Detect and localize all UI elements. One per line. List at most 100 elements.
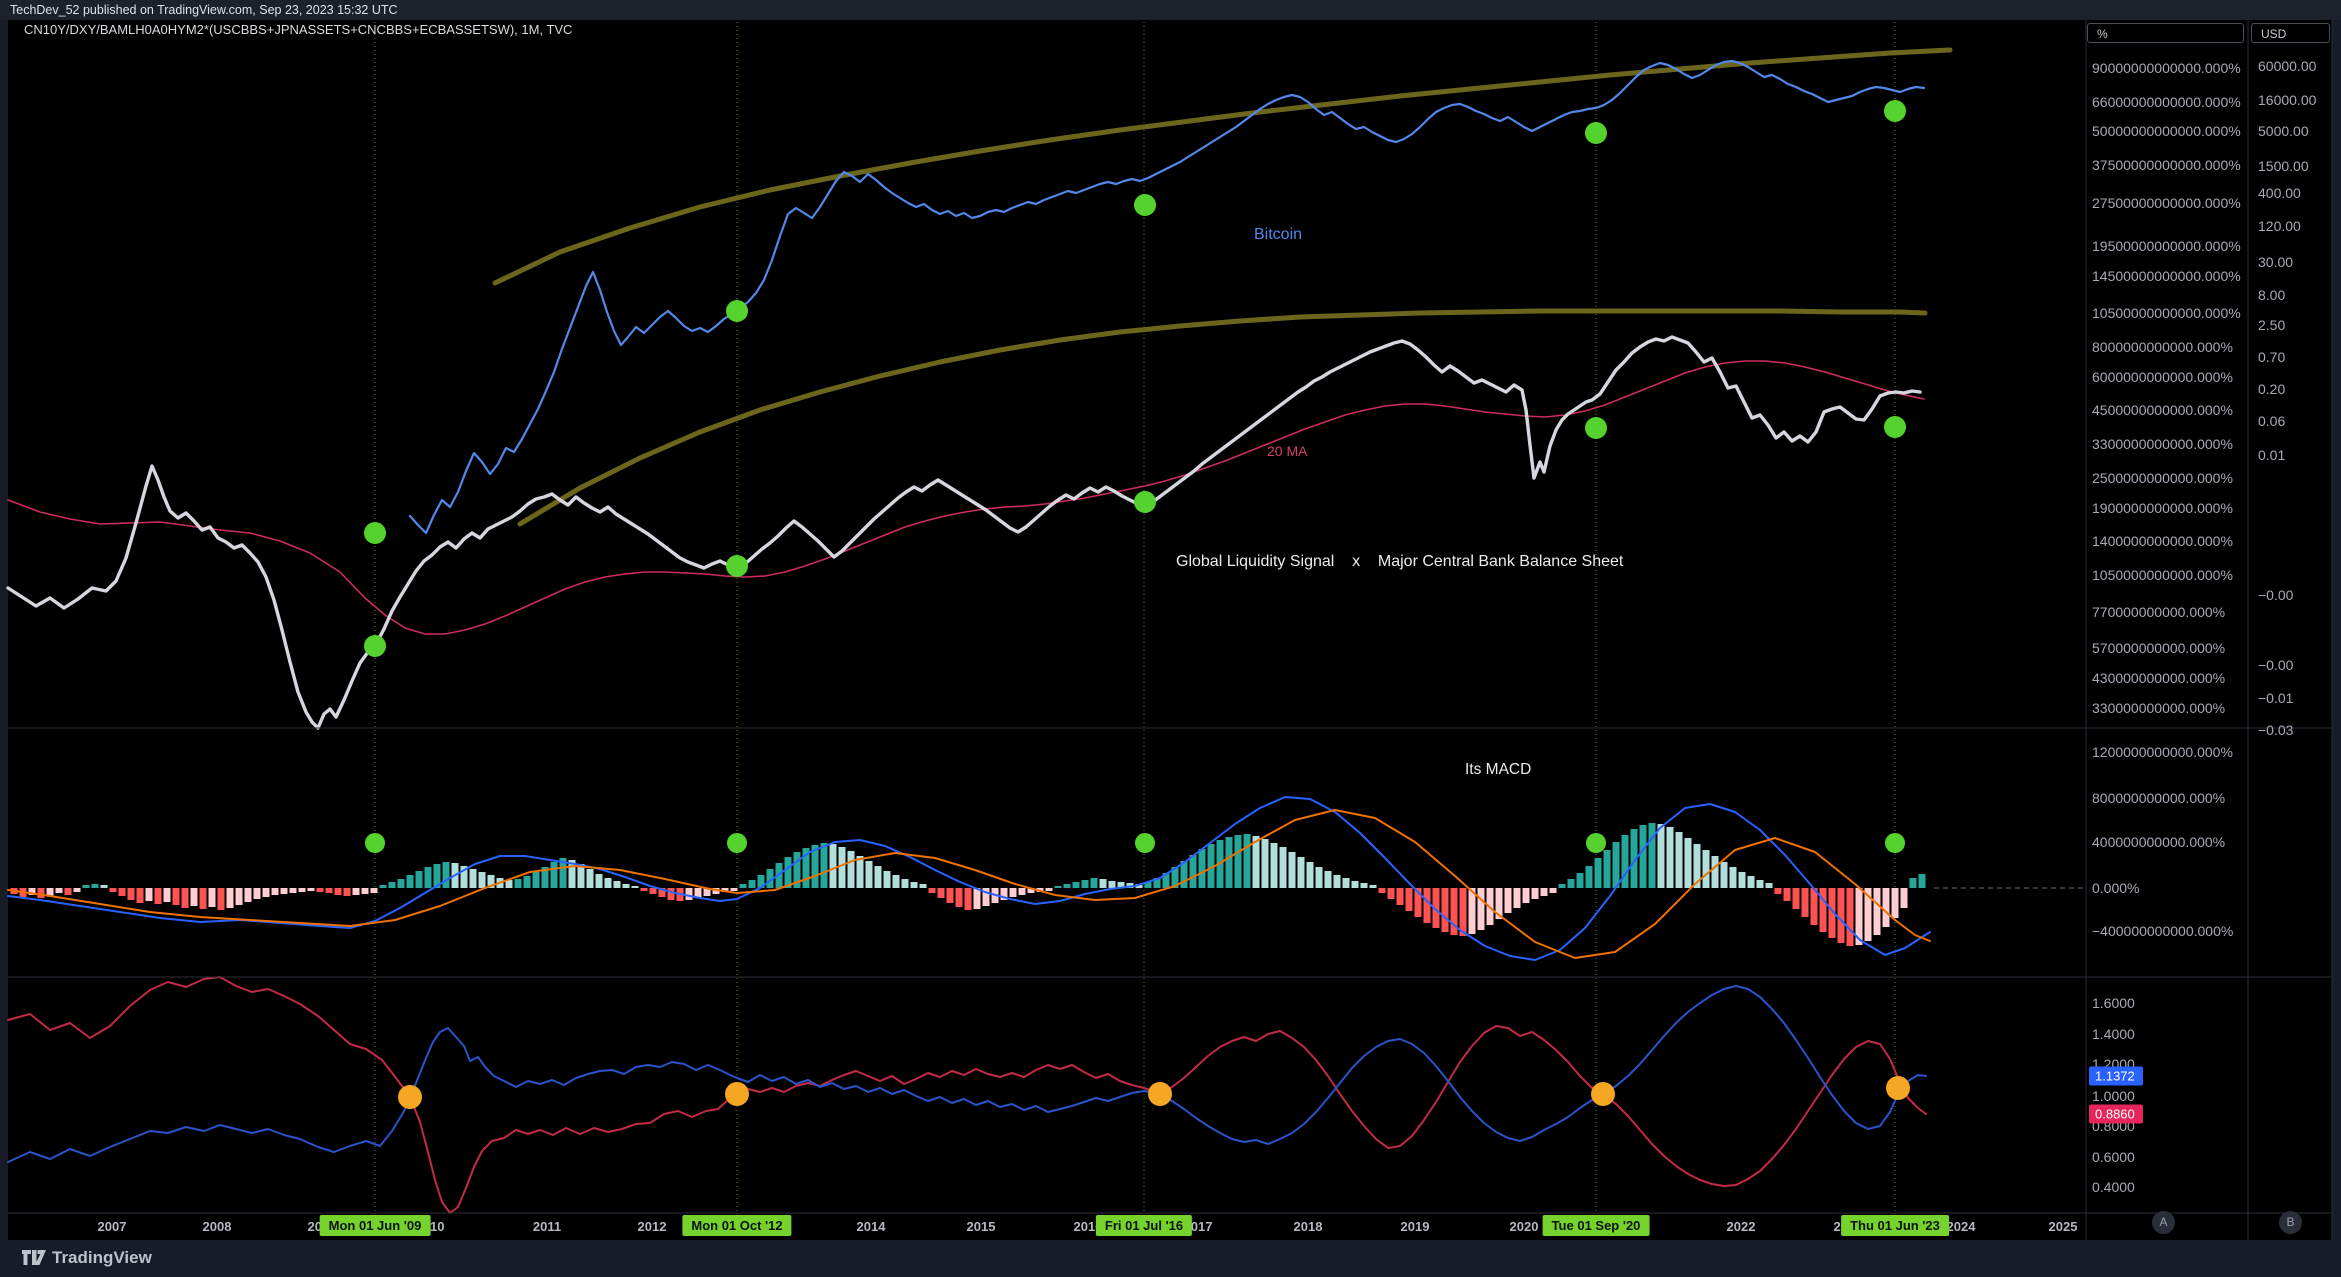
macd-histogram-bar <box>1135 884 1143 888</box>
macd-histogram-bar <box>1009 888 1017 897</box>
event-date-label[interactable]: Fri 01 Jul '16 <box>1095 1215 1193 1236</box>
usd-axis-label: 400.00 <box>2258 185 2301 201</box>
macd-histogram-bar <box>541 867 549 888</box>
scale-toggle-a-button[interactable]: A <box>2152 1211 2175 1234</box>
time-axis-year[interactable]: 2020 <box>1509 1219 1539 1234</box>
scale-toggle-b-button[interactable]: B <box>2279 1211 2302 1234</box>
event-date-label[interactable]: Tue 01 Sep '20 <box>1542 1215 1650 1236</box>
green-signal-dot <box>1884 416 1906 438</box>
macd-histogram-bar <box>820 843 828 888</box>
time-axis-year[interactable]: 2024 <box>1946 1219 1976 1234</box>
series-ma-20 <box>7 360 1925 635</box>
macd-histogram-bar <box>928 888 936 893</box>
macd-histogram-bar <box>415 871 423 888</box>
price-axis-label: 2500000000000.000% <box>2092 470 2233 486</box>
time-axis-year[interactable]: 2012 <box>637 1219 667 1234</box>
time-axis-year[interactable]: 2015 <box>966 1219 996 1234</box>
macd-histogram-bar <box>505 880 513 888</box>
event-date-label[interactable]: Mon 01 Jun '09 <box>319 1215 431 1236</box>
time-axis-year[interactable]: 2007 <box>97 1219 127 1234</box>
macd-histogram-bar <box>1882 888 1890 927</box>
macd-histogram-bar <box>1054 886 1062 888</box>
price-axis-label: 19500000000000.000% <box>2092 238 2241 254</box>
macd-histogram-bar <box>46 888 54 896</box>
macd-histogram-bar <box>1612 842 1620 888</box>
orange-cross-dot <box>1886 1076 1910 1100</box>
macd-histogram-bar <box>145 888 153 901</box>
macd-histogram-bar <box>1720 862 1728 888</box>
macd-histogram-bar <box>307 888 315 891</box>
macd-histogram-bar <box>1549 888 1557 893</box>
price-axis-label: 1900000000000.000% <box>2092 500 2233 516</box>
macd-histogram-bar <box>856 856 864 888</box>
event-date-label[interactable]: Mon 01 Oct '12 <box>682 1215 792 1236</box>
macd-histogram-bar <box>1504 888 1512 913</box>
series-ratio-red <box>7 976 1927 1214</box>
macd-histogram-bar <box>1630 829 1638 888</box>
macd-histogram-bar <box>1090 878 1098 888</box>
time-axis-year[interactable]: 2008 <box>202 1219 232 1234</box>
green-signal-dot <box>1134 491 1156 513</box>
plot-background[interactable] <box>8 20 2332 1240</box>
macd-histogram-bar <box>1153 878 1161 888</box>
macd-histogram-bar <box>433 864 441 888</box>
macd-histogram-bar <box>595 874 603 888</box>
macd-histogram-bar <box>1099 879 1107 888</box>
macd-histogram-bar <box>901 879 909 888</box>
macd-histogram-bar <box>1621 835 1629 888</box>
percent-scale-button[interactable]: % <box>2087 23 2244 43</box>
usd-axis-label: 0.20 <box>2258 381 2286 397</box>
price-axis-label: −400000000000.000% <box>2092 923 2234 939</box>
time-axis-year[interactable]: 2019 <box>1400 1219 1430 1234</box>
usd-axis-label: −0.00 <box>2258 657 2294 673</box>
macd-histogram-bar <box>910 882 918 888</box>
time-axis-year[interactable]: 2025 <box>2048 1219 2078 1234</box>
tradingview-logo-icon[interactable] <box>22 1250 46 1270</box>
macd-histogram-bar <box>172 888 180 905</box>
last-value-badge: 1.1372 <box>2089 1066 2143 1086</box>
macd-histogram-bar <box>1711 856 1719 888</box>
usd-scale-button[interactable]: USD <box>2251 23 2330 43</box>
macd-histogram-bar <box>478 872 486 888</box>
macd-histogram-bar <box>658 888 666 897</box>
macd-histogram-bar <box>460 866 468 888</box>
macd-histogram-bar <box>361 888 369 894</box>
macd-histogram-bar <box>82 885 90 888</box>
time-axis-year[interactable]: 2011 <box>532 1219 562 1234</box>
price-axis-label: 800000000000.000% <box>2092 790 2226 806</box>
macd-histogram-bar <box>685 888 693 900</box>
macd-histogram-bar <box>739 884 747 888</box>
macd-histogram-bar <box>748 880 756 888</box>
macd-histogram-bar <box>1351 881 1359 888</box>
macd-histogram-bar <box>325 888 333 893</box>
footer-bar: TradingView <box>0 1240 2341 1277</box>
tradingview-brand-text[interactable]: TradingView <box>52 1248 152 1267</box>
macd-histogram-bar <box>1801 888 1809 917</box>
green-signal-dot <box>1585 417 1607 439</box>
time-axis-year[interactable]: 2016 <box>1073 1219 1103 1234</box>
macd-histogram-bar <box>946 888 954 903</box>
time-axis-year[interactable]: 2018 <box>1293 1219 1323 1234</box>
series-macd-line <box>7 796 1931 961</box>
macd-histogram-bar <box>1468 888 1476 934</box>
event-date-label[interactable]: Thu 01 Jun '23 <box>1841 1215 1949 1236</box>
macd-histogram-bar <box>568 860 576 888</box>
macd-histogram-bar <box>1126 883 1134 888</box>
price-axis-label: 0.4000 <box>2092 1179 2135 1195</box>
macd-histogram-bar <box>1783 888 1791 901</box>
series-macd-signal <box>7 809 1931 959</box>
macd-histogram-bar <box>649 888 657 894</box>
usd-axis-label: 8.00 <box>2258 287 2286 303</box>
macd-histogram-bar <box>1180 861 1188 888</box>
macd-histogram-bar <box>1162 873 1170 888</box>
macd-histogram-bar <box>1477 888 1485 930</box>
macd-histogram-bar <box>370 888 378 893</box>
time-axis-year[interactable]: 2022 <box>1726 1219 1756 1234</box>
price-axis-label: 1.4000 <box>2092 1026 2135 1042</box>
usd-axis-label: −0.01 <box>2258 690 2294 706</box>
macd-histogram-bar <box>1693 844 1701 888</box>
price-axis-label: 0.000% <box>2092 880 2140 896</box>
time-axis-year[interactable]: 2014 <box>856 1219 886 1234</box>
